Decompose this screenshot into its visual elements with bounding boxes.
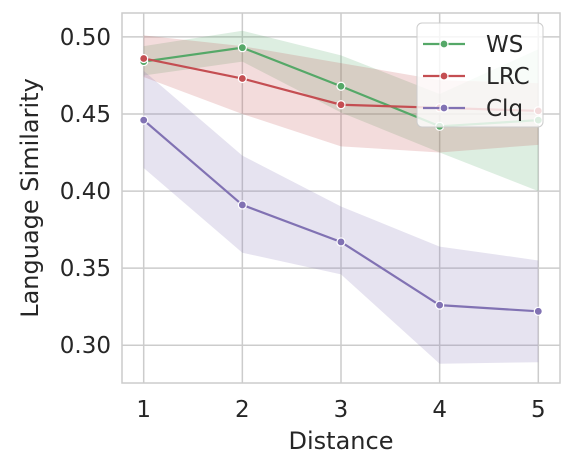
data-point-lrc (139, 53, 149, 64)
legend-marker-clq (439, 103, 449, 113)
x-tick-label: 3 (334, 397, 349, 423)
x-axis-label: Distance (289, 427, 394, 455)
tick-labels: 1 2 3 4 5 0.30 0.35 0.40 0.45 0.50 (60, 25, 546, 423)
data-point-clq (336, 237, 346, 247)
y-tick-label: 0.50 (60, 25, 111, 51)
legend-marker-lrc (439, 71, 449, 81)
data-point-lrc (237, 73, 247, 84)
legend-label-ws: WS (486, 32, 523, 58)
ci-band-ws (143, 30, 539, 192)
data-point-ws (336, 81, 346, 91)
x-tick-label: 5 (531, 397, 546, 423)
ci-band-clq (143, 70, 539, 364)
y-tick-label: 0.30 (60, 333, 111, 359)
data-point-clq (533, 306, 543, 316)
y-tick-label: 0.45 (60, 102, 111, 128)
y-tick-label: 0.35 (60, 256, 111, 282)
data-point-lrc (336, 100, 346, 110)
x-tick-label: 4 (432, 397, 447, 423)
legend-marker-ws (439, 39, 449, 49)
data-point-ws (237, 43, 247, 53)
y-tick-label: 0.40 (60, 179, 111, 205)
data-point-clq (139, 115, 149, 125)
x-tick-label: 2 (235, 397, 250, 423)
legend: WS LRC Clq (416, 22, 544, 128)
legend-box (416, 22, 544, 128)
plot-area-frame (121, 12, 561, 384)
legend-label-clq: Clq (486, 96, 523, 122)
legend-label-lrc: LRC (486, 64, 530, 90)
x-tick-label: 1 (136, 397, 151, 423)
y-axis-label: Language Similarity (16, 78, 44, 318)
data-point-clq (237, 200, 247, 210)
data-point-clq (435, 300, 445, 310)
